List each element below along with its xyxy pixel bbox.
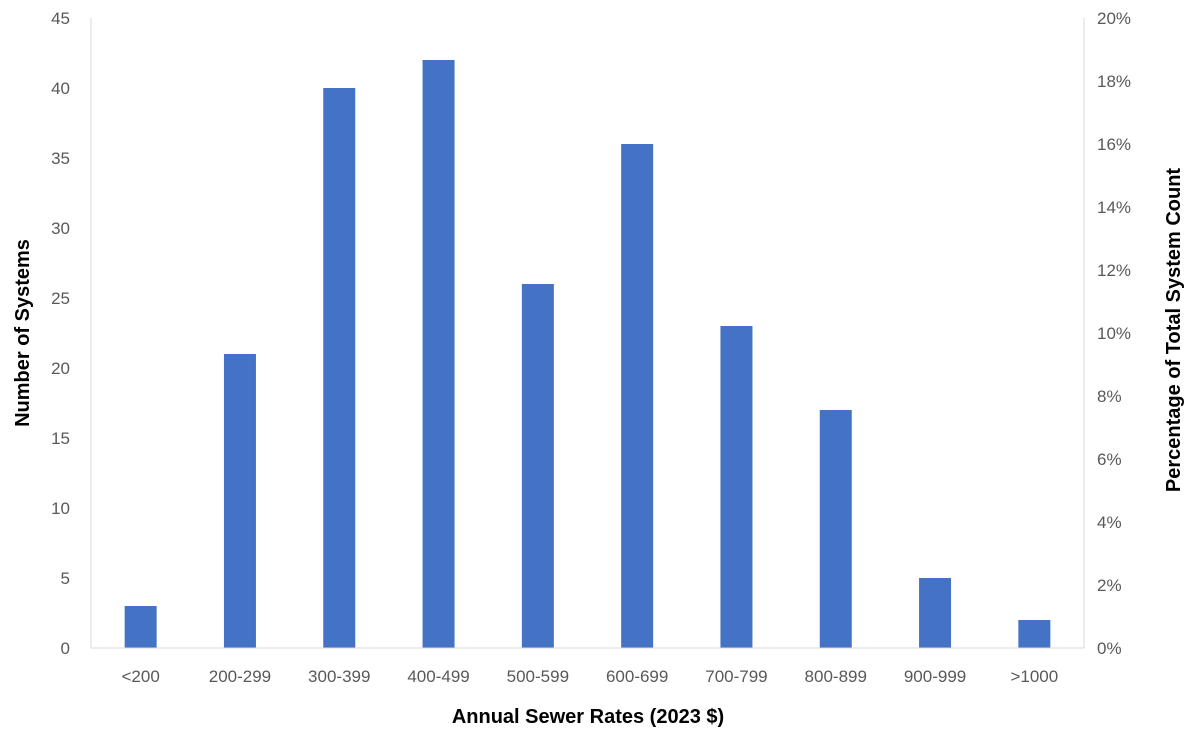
- bar-5: [621, 144, 654, 648]
- y2-tick-label: 12%: [1097, 261, 1131, 280]
- x-tick-label: 200-299: [209, 667, 271, 686]
- bar-4: [521, 284, 554, 648]
- bar-0: [124, 606, 157, 648]
- y-tick-label: 5: [61, 569, 70, 588]
- y2-tick-label: 18%: [1097, 72, 1131, 91]
- x-tick-label: 900-999: [904, 667, 966, 686]
- y2-tick-label: 6%: [1097, 450, 1122, 469]
- y2-tick-labels: 0% 2% 4% 6% 8% 10% 12% 14% 16% 18% 20%: [1097, 9, 1131, 658]
- y-tick-label: 25: [51, 289, 70, 308]
- x-tick-label: 700-799: [705, 667, 767, 686]
- x-tick-label: <200: [122, 667, 160, 686]
- y-tick-label: 40: [51, 79, 70, 98]
- bar-2: [323, 88, 356, 648]
- bar-9: [1018, 620, 1051, 648]
- bar-3: [422, 60, 455, 648]
- y-tick-label: 15: [51, 429, 70, 448]
- y2-tick-label: 2%: [1097, 576, 1122, 595]
- x-tick-labels: <200 200-299 300-399 400-499 500-599 600-699 7…: [122, 667, 1059, 686]
- x-tick-label: 300-399: [308, 667, 370, 686]
- y-tick-label: 30: [51, 219, 70, 238]
- y2-tick-label: 0%: [1097, 639, 1122, 658]
- bar-8: [919, 578, 952, 648]
- y2-axis-title: Percentage of Total System Count: [1163, 168, 1185, 492]
- x-tick-label: 600-699: [606, 667, 668, 686]
- y-axis-title: Number of Systems: [12, 239, 34, 427]
- x-axis-title: Annual Sewer Rates (2023 $): [452, 706, 724, 728]
- y2-tick-label: 10%: [1097, 324, 1131, 343]
- y2-tick-label: 14%: [1097, 198, 1131, 217]
- x-tick-label: 400-499: [407, 667, 469, 686]
- bar-6: [720, 326, 753, 648]
- y-tick-label: 0: [61, 639, 70, 658]
- x-tick-label: 500-599: [507, 667, 569, 686]
- y2-tick-label: 4%: [1097, 513, 1122, 532]
- y2-tick-label: 16%: [1097, 135, 1131, 154]
- y-tick-label: 45: [51, 9, 70, 28]
- y-tick-labels: 0 5 10 15 20 25 30 35 40 45: [51, 9, 70, 658]
- bar-7: [819, 410, 852, 648]
- y2-tick-label: 20%: [1097, 9, 1131, 28]
- y2-tick-label: 8%: [1097, 387, 1122, 406]
- y-tick-label: 10: [51, 499, 70, 518]
- y-tick-label: 35: [51, 149, 70, 168]
- x-tick-label: >1000: [1010, 667, 1058, 686]
- bar-1: [223, 354, 256, 648]
- y-tick-label: 20: [51, 359, 70, 378]
- x-tick-label: 800-899: [805, 667, 867, 686]
- bars: [124, 60, 1051, 648]
